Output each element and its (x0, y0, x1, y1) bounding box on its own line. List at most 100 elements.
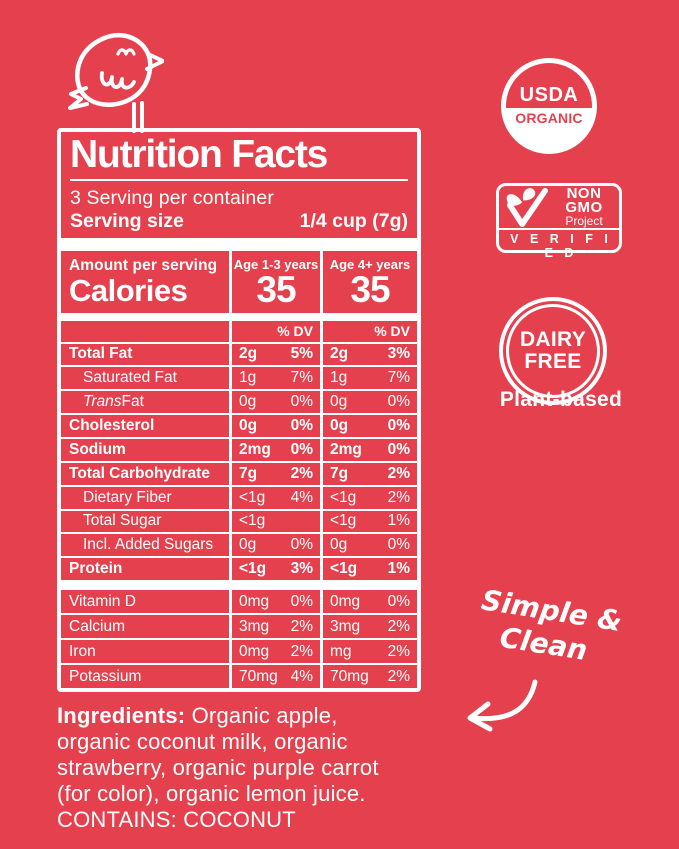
calories-section: Amount per serving Calories Age 1-3 year… (61, 250, 417, 313)
ingredients-lead: Ingredients: (57, 703, 186, 728)
nutrient-name: Total Carbohydrate (69, 464, 210, 482)
serving-size-label: Serving size (70, 209, 184, 232)
nutrient-rows: Total Fat 2g 5% 2g 3% Saturated Fat 1g 7% 1g 7% Tr… (61, 341, 417, 581)
nutrient-dv: 2% (290, 642, 313, 660)
nutrient-values-col1: 1g 7% (229, 367, 320, 390)
ingredients-line: (for color), organic lemon juice. (57, 780, 366, 806)
non-label: NON (566, 184, 602, 202)
nutrient-name: Potassium (69, 667, 142, 685)
nutrient-dv: 2% (387, 488, 410, 506)
nutrient-amount: 2mg (239, 440, 271, 458)
nutrient-dv: 2% (387, 464, 410, 482)
nutrient-amount: 1g (239, 369, 257, 387)
nutrient-values-col2: 0g 0% (320, 415, 417, 437)
nutrient-dv: 0% (387, 592, 410, 610)
nutrient-values-col2: mg 2% (320, 640, 417, 664)
nutrient-amount: 7g (239, 464, 258, 482)
thick-divider (61, 580, 417, 589)
nutrient-amount: 0g (239, 417, 258, 435)
nutrient-amount: 2mg (330, 440, 362, 458)
nutrient-amount: 0g (330, 417, 349, 435)
nutrient-row-saturated-fat: Saturated Fat 1g 7% 1g 7% (61, 365, 417, 390)
nutrient-dv: 0% (290, 592, 313, 610)
plant-based-label: Plant-based (499, 388, 623, 411)
ingredients-line: strawberry, organic purple carrot (57, 754, 379, 780)
nutrient-name: Calcium (69, 617, 125, 635)
amount-per-serving-label: Amount per serving (69, 256, 218, 274)
nutrient-row-total-fat: Total Fat 2g 5% 2g 3% (61, 341, 417, 366)
nutrient-row-potassium: Potassium 70mg 4% 70mg 2% (61, 663, 417, 688)
nutrient-name: Trans Fat (83, 393, 144, 411)
nutrient-values-col2: 0mg 0% (320, 590, 417, 614)
nutrient-dv: 0% (387, 417, 410, 435)
nutrient-values-col1: 0g 0% (229, 415, 320, 437)
nutrient-name: Total Sugar (83, 512, 162, 530)
nutrient-row-total-carbohydrate: Total Carbohydrate 7g 2% 7g 2% (61, 460, 417, 485)
nutrient-dv: 3% (387, 345, 410, 363)
nutrient-amount: <1g (239, 512, 266, 530)
nutrient-dv: 2% (387, 642, 410, 660)
nutrient-dv: 3% (290, 560, 313, 578)
nutrient-values-col2: 2mg 0% (320, 438, 417, 461)
usda-organic-badge: USDA ORGANIC (501, 58, 597, 154)
serving-size-row: Serving size 1/4 cup (7g) (70, 210, 408, 233)
ingredients-line: organic coconut milk, organic (57, 728, 348, 754)
nutrient-name: Cholesterol (69, 417, 155, 435)
usda-label: USDA (506, 63, 592, 108)
nutrient-amount: 0g (330, 393, 348, 411)
nutrient-values-col1: <1g (229, 510, 320, 533)
ingredients-line: CONTAINS: COCONUT (57, 806, 296, 832)
nutrient-amount: 0g (330, 536, 348, 554)
curved-arrow-icon (467, 679, 538, 732)
nutrient-name: Sodium (69, 440, 126, 458)
nutrient-amount: 0mg (330, 592, 361, 610)
nutrient-row-protein: Protein <1g 3% <1g 1% (61, 556, 417, 581)
organic-label: ORGANIC (506, 107, 592, 149)
nutrient-row-dietary-fiber: Dietary Fiber <1g 4% <1g 2% (61, 484, 417, 509)
age-1-3-header: Age 1-3 years (233, 257, 319, 273)
dv-header-row: % DV % DV (61, 320, 417, 342)
nutrient-row-calcium: Calcium 3mg 2% 3mg 2% (61, 613, 417, 639)
nutrient-values-col2: <1g 2% (320, 486, 417, 509)
nutrient-amount: 70mg (239, 667, 278, 685)
nutrient-name: Dietary Fiber (83, 488, 172, 506)
nutrient-values-col2: 3mg 2% (320, 615, 417, 639)
nutrient-values-col1: 70mg 4% (229, 665, 320, 688)
nutrient-dv: 0% (290, 440, 313, 458)
nutrient-dv: 1% (387, 512, 410, 530)
ingredients-line: Ingredients: Organic apple, (57, 703, 338, 728)
nutrient-dv: 5% (290, 345, 313, 363)
nutrient-row-iron: Iron 0mg 2% mg 2% (61, 638, 417, 664)
ingredients-text: Ingredients: Organic apple, organic cocon… (57, 703, 457, 833)
nutrient-values-col1: 2g 5% (229, 343, 320, 366)
nutrient-dv: 0% (290, 417, 313, 435)
nutrient-name: Incl. Added Sugars (83, 536, 214, 554)
vitamin-rows: Vitamin D 0mg 0% 0mg 0% Calcium 3mg 2% 3mg 2% Iron… (61, 588, 417, 688)
age-4plus-header: Age 4+ years (329, 257, 411, 273)
nutrient-dv: 2% (387, 617, 410, 635)
servings-per-container: 3 Serving per container (70, 186, 274, 209)
nutrient-row-vitamin-d: Vitamin D 0mg 0% 0mg 0% (61, 588, 417, 614)
nutrient-values-col1: <1g 3% (229, 558, 320, 581)
nutrition-facts-title: Nutrition Facts (70, 133, 328, 176)
nutrient-name: Total Fat (69, 345, 133, 363)
gmo-label: GMO (565, 198, 603, 216)
calories-value-age-1-3: 35 (256, 269, 296, 311)
nutrient-name: Vitamin D (69, 592, 136, 610)
calories-column-age-1-3: Age 1-3 years 35 (229, 250, 320, 313)
nutrient-values-col1: 3mg 2% (229, 615, 320, 639)
nutrient-row-sodium: Sodium 2mg 0% 2mg 0% (61, 436, 417, 461)
nutrient-amount: 2g (330, 345, 349, 363)
dairy-free-badge: DAIRY FREE (499, 297, 607, 405)
serving-size-value: 1/4 cup (7g) (299, 209, 408, 232)
nutrient-amount: <1g (239, 488, 266, 506)
dv-header-spacer (61, 321, 229, 342)
nutrient-row-trans-fat: Trans Fat 0g 0% 0g 0% (61, 389, 417, 414)
free-label: FREE (524, 350, 582, 373)
nutrient-values-col1: 0g 0% (229, 391, 320, 414)
nutrient-amount: 7g (330, 464, 349, 482)
non-gmo-top: NON GMO Project (499, 184, 619, 228)
nutrient-values-col1: <1g 4% (229, 486, 320, 509)
nutrient-amount: 0mg (239, 642, 270, 660)
